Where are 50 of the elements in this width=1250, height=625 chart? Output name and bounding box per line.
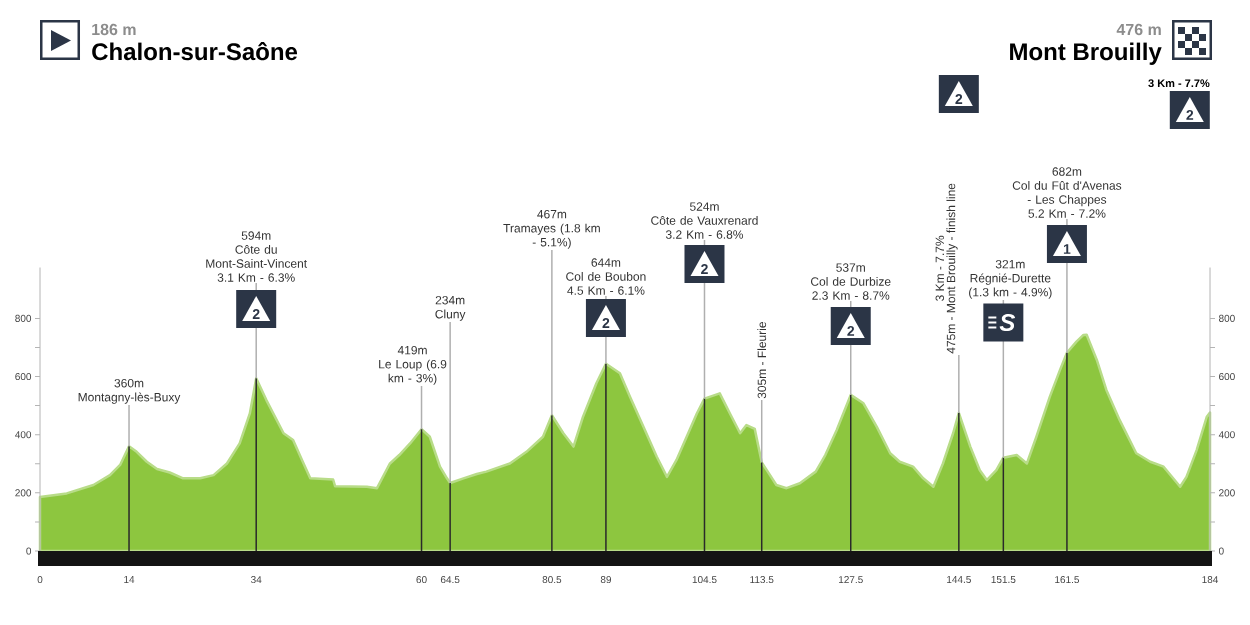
x-tick-label: 34 bbox=[251, 576, 262, 584]
y-tick-label: 200 bbox=[15, 489, 32, 497]
x-tick-label: 113.5 bbox=[750, 576, 774, 584]
annotation: 2 bbox=[847, 326, 855, 336]
text: 2 bbox=[1186, 110, 1194, 120]
x-tick-label: 60 bbox=[416, 576, 427, 584]
x-tick-label: 80.5 bbox=[542, 576, 562, 584]
y2-tick-label: 400 bbox=[1218, 431, 1235, 439]
annotation: 644m Col de Boubon 4.5 Km - 6.1% bbox=[566, 258, 646, 295]
x-tick-label: 161.5 bbox=[1055, 576, 1080, 584]
text: 2 bbox=[955, 94, 963, 104]
annotation: 537m Col de Durbize 2.3 Km - 8.7% bbox=[811, 263, 891, 300]
annotation: 234m Cluny bbox=[435, 295, 466, 321]
text: 3 Km - 7.7% bbox=[1148, 79, 1210, 88]
annotation: 524m Côte de Vauxrenard 3.2 Km - 6.8% bbox=[651, 202, 758, 239]
x-tick-label: 144.5 bbox=[947, 576, 971, 584]
annotation: 682m Col du Fût d'Avenas - Les Chappes 5.2 Km - 7.2% bbox=[1012, 167, 1122, 218]
annotation: 2 bbox=[602, 318, 610, 328]
text: Mont Brouilly bbox=[1010, 42, 1162, 65]
x-tick-label: 151.5 bbox=[991, 576, 1016, 584]
annotation: 2 bbox=[701, 264, 708, 274]
annotation: 2 bbox=[252, 309, 260, 319]
y-tick-label: 600 bbox=[15, 373, 32, 381]
text: Chalon-sur-Saône bbox=[92, 42, 298, 61]
y-tick-label: 800 bbox=[15, 314, 32, 322]
y2-tick-label: 0 bbox=[1218, 547, 1224, 555]
y-tick-label: 400 bbox=[15, 431, 32, 439]
x-tick-label: 0 bbox=[37, 576, 43, 584]
y2-tick-label: 800 bbox=[1218, 314, 1235, 322]
x-tick-label: 89 bbox=[600, 576, 612, 584]
x-tick-label: 64.5 bbox=[440, 576, 460, 584]
annotation: 360m Montagny-lès-Buxy bbox=[78, 378, 181, 404]
text: 476 m bbox=[1116, 23, 1161, 36]
y-tick-label: 0 bbox=[26, 547, 32, 555]
annotation: 321m Régnié-Durette (1.3 km - 4.9%) bbox=[969, 259, 1052, 299]
annotation: 3 Km - 7.7% bbox=[935, 235, 945, 301]
y2-tick-label: 600 bbox=[1219, 373, 1235, 381]
x-tick-label: 14 bbox=[124, 576, 135, 583]
annotation: 475m - Mont Brouilly - finish line bbox=[946, 183, 958, 354]
annotation: 467m Tramayes (1.8 km - 5.1%) bbox=[503, 209, 600, 249]
annotation: 419m Le Loup (6.9 km - 3%) bbox=[379, 345, 447, 385]
text: 186 m bbox=[92, 23, 136, 36]
x-tick-label: 184 bbox=[1202, 576, 1219, 584]
x-tick-label: 127.5 bbox=[838, 576, 863, 584]
annotation: 305m - Fleurie bbox=[757, 322, 767, 399]
text: 1 bbox=[1063, 244, 1071, 254]
annotation: S bbox=[999, 314, 1016, 331]
annotation: 594m Côte du Mont-Saint-Vincent 3.1 Km - 6.3% bbox=[206, 231, 308, 282]
y2-tick-label: 200 bbox=[1219, 489, 1235, 497]
x-tick-label: 104.5 bbox=[692, 576, 717, 584]
